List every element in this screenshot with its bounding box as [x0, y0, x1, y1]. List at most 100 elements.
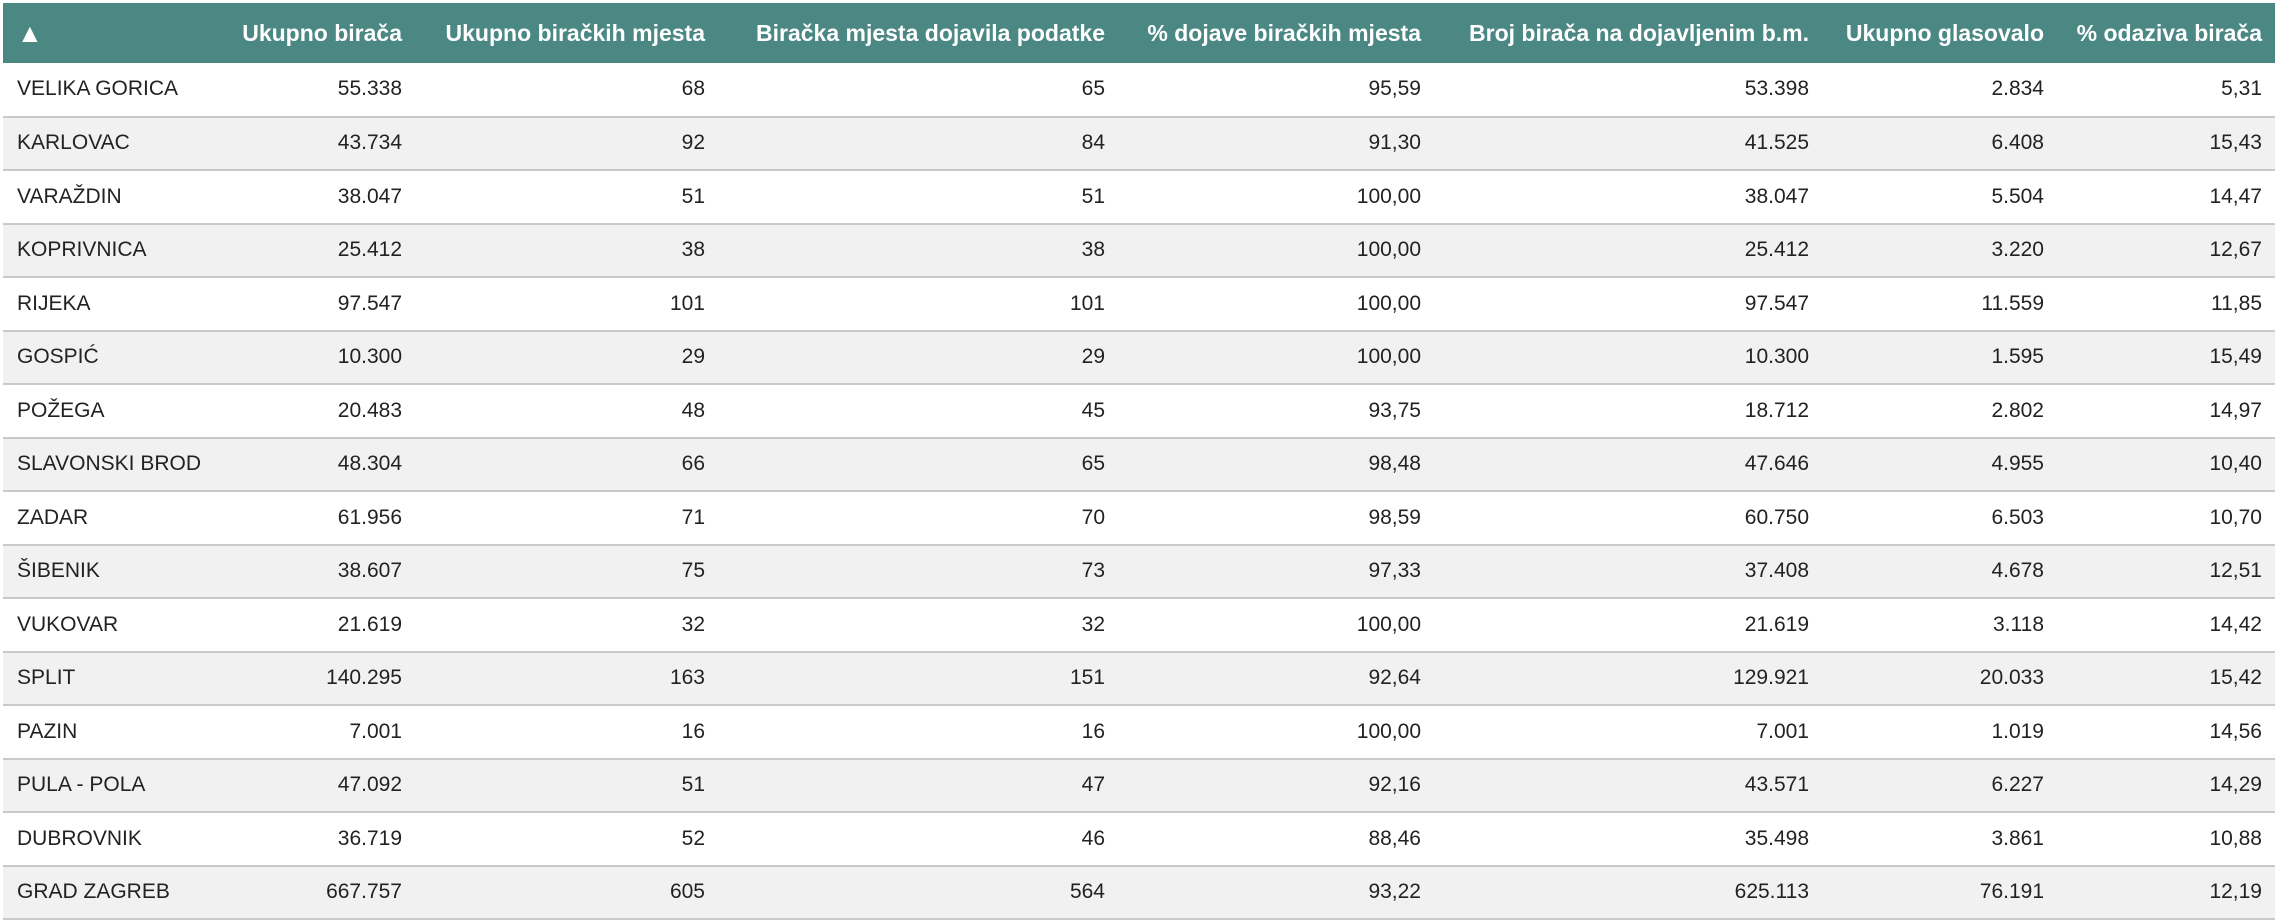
column-header-reported-stations[interactable]: Biračka mjesta dojavila podatke: [756, 19, 1105, 46]
cell-voters-at-reported: 47.646: [1744, 452, 1809, 476]
cell-voters-at-reported: 625.113: [1734, 880, 1809, 904]
table-row: VARAŽDIN 38.047 51 51 100,00 38.047 5.504 14,47: [3, 170, 2275, 224]
cell-turnout-percentage: 15,42: [2209, 666, 2262, 690]
cell-total-polling-stations: 75: [681, 559, 705, 583]
cell-report-percentage: 100,00: [1356, 612, 1421, 636]
cell-turnout-percentage: 12,19: [2209, 880, 2262, 904]
cell-voters-at-reported: 38.047: [1744, 184, 1809, 208]
cell-reported-stations: 29: [1081, 345, 1105, 369]
cell-total-polling-stations: 48: [681, 398, 705, 422]
cell-total-voters: 47.092: [337, 773, 402, 797]
cell-report-percentage: 100,00: [1356, 345, 1421, 369]
cell-total-voters: 38.047: [337, 184, 402, 208]
cell-total-polling-stations: 51: [681, 773, 705, 797]
cell-report-percentage: 97,33: [1368, 559, 1421, 583]
cell-report-percentage: 92,16: [1368, 773, 1421, 797]
cell-voters-at-reported: 35.498: [1744, 826, 1809, 850]
column-header-total-voted[interactable]: Ukupno glasovalo: [1845, 19, 2044, 46]
sort-column-header[interactable]: ▲: [3, 3, 205, 63]
cell-reported-stations: 32: [1081, 612, 1105, 636]
cell-total-voters: 48.304: [337, 452, 402, 476]
cell-city-name: KARLOVAC: [17, 131, 130, 155]
cell-total-voters: 43.734: [337, 131, 402, 155]
table-row: PAZIN 7.001 16 16 100,00 7.001 1.019 14,56: [3, 705, 2275, 759]
results-table: ▲ Ukupno birača Ukupno biračkih mjesta B…: [3, 3, 2275, 920]
cell-total-voted: 2.802: [1991, 398, 2044, 422]
column-header-voters-at-reported[interactable]: Broj birača na dojavljenim b.m.: [1469, 19, 1809, 46]
cell-turnout-percentage: 12,51: [2209, 559, 2262, 583]
cell-voters-at-reported: 18.712: [1744, 398, 1809, 422]
cell-total-voted: 20.033: [1979, 666, 2044, 690]
cell-total-voters: 61.956: [337, 505, 402, 529]
cell-city-name: ZADAR: [17, 505, 89, 529]
cell-reported-stations: 84: [1081, 131, 1105, 155]
cell-turnout-percentage: 10,88: [2209, 826, 2262, 850]
cell-turnout-percentage: 10,70: [2209, 505, 2262, 529]
cell-total-voters: 38.607: [337, 559, 402, 583]
cell-total-voters: 7.001: [349, 719, 402, 743]
cell-city-name: VELIKA GORICA: [17, 77, 179, 101]
cell-total-polling-stations: 52: [681, 826, 705, 850]
cell-report-percentage: 100,00: [1356, 719, 1421, 743]
cell-reported-stations: 564: [1069, 880, 1105, 904]
table-row: POŽEGA 20.483 48 45 93,75 18.712 2.802 14,97: [3, 384, 2275, 438]
cell-total-polling-stations: 71: [681, 505, 705, 529]
cell-total-voted: 11.559: [1981, 291, 2044, 315]
cell-total-polling-stations: 101: [669, 291, 705, 315]
cell-report-percentage: 98,48: [1368, 452, 1421, 476]
cell-report-percentage: 93,22: [1368, 880, 1421, 904]
cell-turnout-percentage: 11,85: [2211, 291, 2262, 315]
table-row: KOPRIVNICA 25.412 38 38 100,00 25.412 3.220 12,…: [3, 223, 2275, 277]
table-row: RIJEKA 97.547 101 101 100,00 97.547 11.559 11,8…: [3, 277, 2275, 331]
cell-reported-stations: 16: [1081, 719, 1105, 743]
cell-total-voted: 3.118: [1993, 612, 2044, 636]
cell-turnout-percentage: 14,29: [2209, 773, 2262, 797]
cell-city-name: ŠIBENIK: [17, 559, 100, 583]
cell-total-voted: 76.191: [1979, 880, 2044, 904]
cell-total-polling-stations: 92: [681, 131, 705, 155]
cell-total-voted: 3.861: [1991, 826, 2044, 850]
cell-report-percentage: 100,00: [1356, 184, 1421, 208]
cell-total-voters: 21.619: [337, 612, 402, 636]
cell-voters-at-reported: 7.001: [1756, 719, 1809, 743]
cell-voters-at-reported: 60.750: [1744, 505, 1809, 529]
cell-report-percentage: 92,64: [1368, 666, 1421, 690]
cell-total-voted: 4.955: [1991, 452, 2044, 476]
table-row: SLAVONSKI BROD 48.304 66 65 98,48 47.646 4.955…: [3, 437, 2275, 491]
cell-total-voted: 5.504: [1991, 184, 2044, 208]
cell-total-voters: 55.338: [337, 77, 402, 101]
table-row: VUKOVAR 21.619 32 32 100,00 21.619 3.118 14,42: [3, 598, 2275, 652]
cell-total-voters: 140.295: [326, 666, 402, 690]
cell-reported-stations: 46: [1081, 826, 1105, 850]
cell-turnout-percentage: 10,40: [2209, 452, 2262, 476]
cell-reported-stations: 73: [1081, 559, 1105, 583]
table-row: DUBROVNIK 36.719 52 46 88,46 35.498 3.861 10,88: [3, 812, 2275, 866]
cell-city-name: DUBROVNIK: [17, 826, 142, 850]
cell-voters-at-reported: 25.412: [1744, 238, 1809, 262]
cell-total-voted: 6.408: [1991, 131, 2044, 155]
cell-report-percentage: 93,75: [1368, 398, 1421, 422]
cell-total-polling-stations: 38: [681, 238, 705, 262]
cell-city-name: POŽEGA: [17, 398, 105, 422]
table-row: ŠIBENIK 38.607 75 73 97,33 37.408 4.678 12,51: [3, 544, 2275, 598]
cell-voters-at-reported: 41.525: [1744, 131, 1809, 155]
cell-report-percentage: 88,46: [1368, 826, 1421, 850]
cell-turnout-percentage: 12,67: [2209, 238, 2262, 262]
cell-city-name: VARAŽDIN: [17, 184, 122, 208]
cell-turnout-percentage: 14,42: [2209, 612, 2262, 636]
cell-turnout-percentage: 14,56: [2209, 719, 2262, 743]
cell-total-polling-stations: 16: [681, 719, 705, 743]
table-header: ▲ Ukupno birača Ukupno biračkih mjesta B…: [3, 3, 2275, 63]
header-row: ▲ Ukupno birača Ukupno biračkih mjesta B…: [3, 3, 2275, 63]
column-header-report-percentage[interactable]: % dojave biračkih mjesta: [1147, 19, 1421, 46]
cell-reported-stations: 101: [1069, 291, 1105, 315]
table-row: GOSPIĆ 10.300 29 29 100,00 10.300 1.595 15,49: [3, 330, 2275, 384]
table-row: PULA - POLA 47.092 51 47 92,16 43.571 6.227 14,…: [3, 758, 2275, 812]
cell-total-polling-stations: 66: [681, 452, 705, 476]
column-header-total-polling-stations[interactable]: Ukupno biračkih mjesta: [445, 19, 705, 46]
column-header-turnout-percentage[interactable]: % odaziva birača: [2076, 19, 2262, 46]
column-header-total-voters[interactable]: Ukupno birača: [242, 19, 402, 46]
cell-reported-stations: 51: [1081, 184, 1105, 208]
cell-voters-at-reported: 53.398: [1744, 77, 1809, 101]
cell-report-percentage: 91,30: [1368, 131, 1421, 155]
